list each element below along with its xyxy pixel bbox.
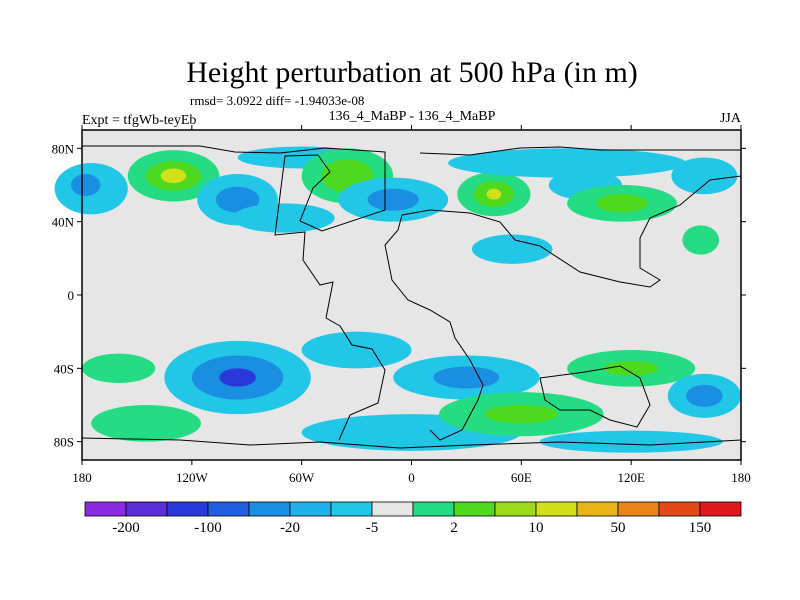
colorbar-label-4: 2 <box>450 520 458 536</box>
colorbar-label-0: -200 <box>112 520 140 536</box>
contour-fill-7 <box>232 203 335 233</box>
coast-antarctica <box>81 437 742 449</box>
season-label: JJA <box>720 111 742 126</box>
colorbar-swatch-6 <box>330 501 373 517</box>
y-tick-label-1: 40N <box>52 215 75 230</box>
colorbar-label-6: 50 <box>611 520 626 536</box>
contour-fill-6 <box>215 186 260 213</box>
contour-fills <box>54 146 742 453</box>
contour-fill-15 <box>486 188 502 200</box>
x-tick-label-1: 120W <box>176 470 209 485</box>
colorbar-swatch-9 <box>453 501 496 517</box>
stats-label: rmsd= 3.0922 diff= -1.94033e-08 <box>190 93 364 108</box>
colorbar: -200 -100 -20 -5 2 10 50 150 <box>84 501 742 536</box>
contour-fill-33 <box>484 405 558 424</box>
contour-fill-12 <box>367 188 419 211</box>
colorbar-label-3: -5 <box>366 520 379 536</box>
y-tick-label-3: 40S <box>54 361 74 376</box>
contour-fill-23 <box>82 353 156 384</box>
contour-fill-35 <box>603 361 659 376</box>
x-tick-label-3: 0 <box>408 470 415 485</box>
map-area <box>54 129 742 461</box>
colorbar-label-5: 10 <box>529 520 544 536</box>
colorbar-swatch-13 <box>617 501 660 517</box>
contour-fill-16 <box>448 148 687 178</box>
colorbar-label-1: -100 <box>194 520 222 536</box>
y-tick-label-2: 0 <box>68 288 75 303</box>
contour-fill-28 <box>301 331 412 369</box>
colorbar-swatch-7 <box>371 501 414 517</box>
x-tick-label-0: 180 <box>72 470 92 485</box>
coast-americas-north <box>82 145 386 319</box>
colorbar-swatch-4 <box>248 501 291 517</box>
contour-fill-1 <box>71 174 101 196</box>
x-tick-label-4: 60E <box>511 470 532 485</box>
contour-fill-38 <box>539 430 723 453</box>
x-tick-label-6: 180 <box>731 470 751 485</box>
chart-title: Height perturbation at 500 hPa (in m) <box>186 56 638 89</box>
contour-fill-20 <box>596 194 648 213</box>
x-axis: 180 120W 60W 0 60E 120E 180 <box>72 125 751 485</box>
coast-south-america <box>325 317 386 441</box>
coast-eurasia-south <box>401 175 742 288</box>
colorbar-swatch-3 <box>207 501 250 517</box>
x-tick-label-2: 60W <box>289 470 315 485</box>
contour-fill-18 <box>471 234 553 264</box>
contour-fill-27 <box>219 368 256 387</box>
colorbar-swatch-1 <box>125 501 168 517</box>
coastlines <box>81 145 742 449</box>
colorbar-swatch-8 <box>412 501 455 517</box>
contour-fill-24 <box>91 405 201 442</box>
y-tick-label-4: 80S <box>54 435 74 450</box>
colorbar-swatch-11 <box>535 501 578 517</box>
colorbar-swatch-14 <box>658 501 701 517</box>
coast-australia <box>539 365 651 428</box>
colorbar-swatch-12 <box>576 501 619 517</box>
contour-fill-37 <box>686 384 723 407</box>
coast-eurasia-north <box>419 146 741 156</box>
contour-fill-4 <box>160 168 187 184</box>
expt-label: Expt = tfgWb-teyEb <box>82 113 196 128</box>
contour-fill-30 <box>433 366 500 389</box>
colorbar-label-7: 150 <box>689 520 712 536</box>
x-tick-label-5: 120E <box>617 470 645 485</box>
colorbar-swatch-15 <box>699 501 742 517</box>
colorbar-swatch-0 <box>84 501 127 517</box>
colorbar-swatch-5 <box>289 501 332 517</box>
colorbar-label-2: -20 <box>280 520 300 536</box>
colorbar-swatch-2 <box>166 501 209 517</box>
coast-africa <box>384 214 484 441</box>
contour-fill-21 <box>671 157 738 195</box>
contour-fill-22 <box>682 225 720 255</box>
y-tick-label-0: 80N <box>52 141 75 156</box>
case-label: 136_4_MaBP - 136_4_MaBP <box>329 109 496 124</box>
colorbar-swatch-10 <box>494 501 537 517</box>
y-axis: 80N 40N 0 40S 80S <box>52 141 746 450</box>
